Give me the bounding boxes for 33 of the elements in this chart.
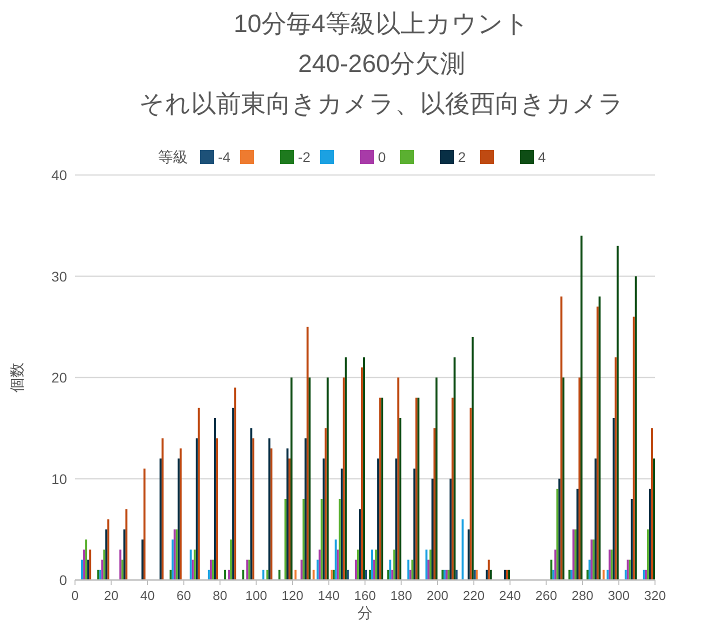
x-tick-label: 40 xyxy=(140,588,155,603)
x-tick-label: 200 xyxy=(426,588,448,603)
x-tick-label: 160 xyxy=(354,588,376,603)
x-tick-label: 120 xyxy=(282,588,304,603)
y-tick-label: 20 xyxy=(51,370,68,386)
x-tick-label: 300 xyxy=(608,588,630,603)
legend-label: 4 xyxy=(538,149,546,165)
x-tick-label: 60 xyxy=(176,588,191,603)
y-axis-title: 個数 xyxy=(9,362,26,392)
x-tick-label: 280 xyxy=(572,588,594,603)
x-axis-title: 分 xyxy=(358,605,372,622)
chart-title: 10分毎4等級以上カウント xyxy=(234,10,530,38)
x-tick-label: 180 xyxy=(390,588,412,603)
x-tick-label: 100 xyxy=(245,588,268,603)
x-tick-label: 20 xyxy=(104,588,118,603)
legend-label: -2 xyxy=(298,149,311,165)
y-tick-label: 30 xyxy=(51,268,68,284)
x-tick-label: 0 xyxy=(71,588,79,603)
x-tick-label: 80 xyxy=(212,588,228,603)
x-tick-label: 140 xyxy=(318,588,340,603)
y-tick-label: 0 xyxy=(59,572,68,588)
chart-subtitle: 240-260分欠測 xyxy=(298,50,465,78)
legend-title: 等級 xyxy=(158,149,188,166)
x-tick-label: 320 xyxy=(644,588,666,603)
text: それ以前東向きカメラ、以後西向きカメラ xyxy=(139,90,624,118)
legend-label: 2 xyxy=(458,149,466,165)
x-tick-label: 260 xyxy=(535,588,558,603)
legend-label: -4 xyxy=(218,149,231,165)
legend-label: 0 xyxy=(378,149,386,165)
y-tick-label: 40 xyxy=(51,167,68,183)
y-tick-label: 10 xyxy=(51,470,68,487)
x-tick-label: 220 xyxy=(462,588,485,603)
x-tick-label: 240 xyxy=(499,588,521,603)
